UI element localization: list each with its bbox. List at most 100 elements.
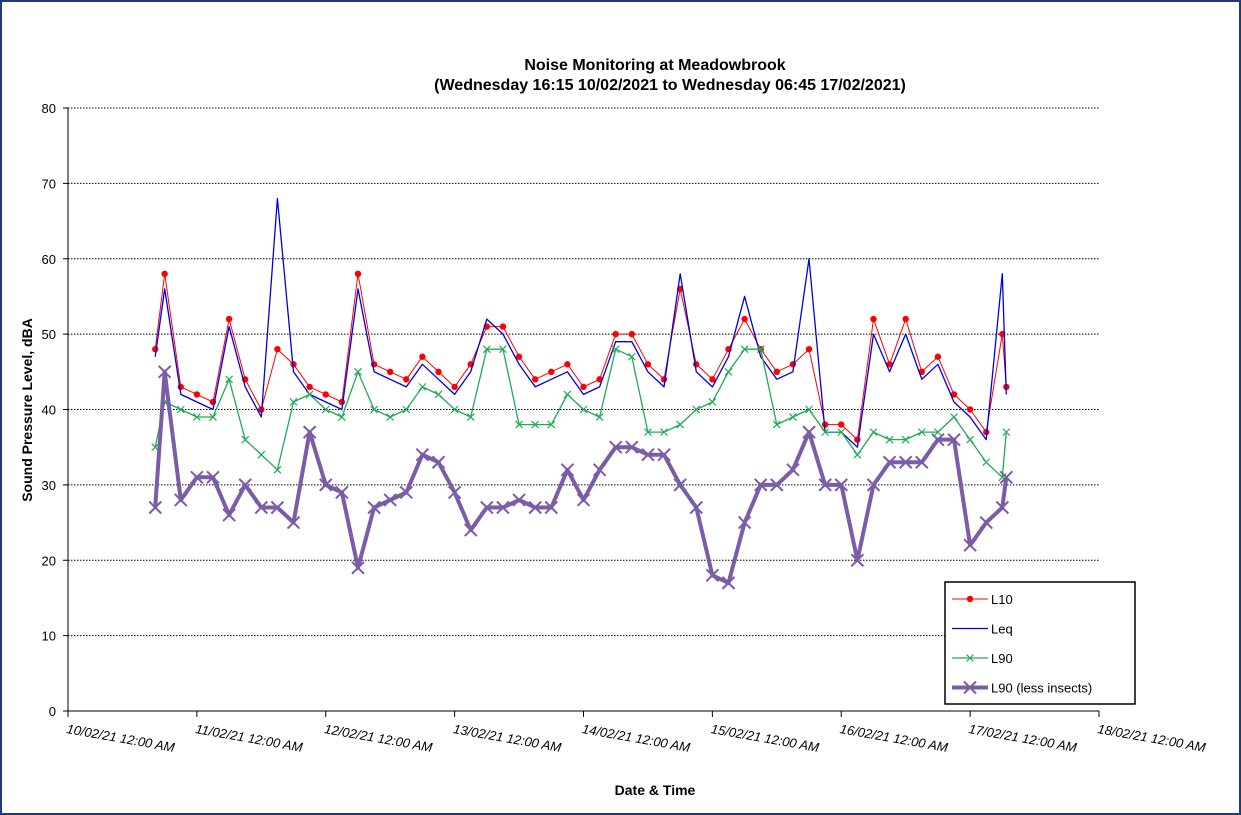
point [190, 470, 204, 485]
point [515, 420, 523, 429]
point [737, 515, 752, 530]
point [983, 428, 990, 436]
point [499, 345, 507, 354]
point [628, 330, 636, 338]
point [724, 367, 733, 376]
legend-label: L90 (less insects) [991, 681, 1092, 696]
point [950, 413, 958, 421]
point [850, 553, 865, 567]
point [157, 365, 172, 379]
y-tick-label: 10 [42, 629, 56, 644]
point [193, 391, 201, 398]
point [273, 465, 282, 474]
point [305, 390, 314, 399]
point [673, 478, 687, 492]
point [999, 470, 1014, 485]
point [383, 493, 397, 507]
point [753, 478, 768, 492]
legend-marker [963, 680, 977, 695]
point [450, 405, 459, 414]
point [192, 413, 201, 421]
point [676, 420, 685, 429]
point [580, 383, 587, 391]
point [209, 413, 217, 421]
point [982, 458, 991, 467]
point [225, 375, 234, 384]
x-axis-label: Date & Time [615, 782, 696, 798]
point [595, 413, 604, 421]
y-tick-label: 50 [42, 327, 56, 342]
point [531, 420, 540, 429]
point [882, 455, 897, 469]
point [338, 398, 346, 406]
point [544, 500, 558, 515]
point [270, 500, 285, 515]
point [434, 390, 443, 399]
point [528, 500, 542, 515]
point [915, 455, 929, 469]
y-tick-label: 30 [42, 478, 56, 493]
point [821, 421, 829, 428]
chart-subtitle: (Wednesday 16:15 10/02/2021 to Wednesday… [434, 77, 906, 94]
point [466, 413, 475, 421]
point [302, 425, 317, 439]
point [548, 368, 555, 376]
point [447, 485, 462, 500]
point [174, 493, 188, 507]
point [802, 425, 816, 439]
point [289, 398, 298, 406]
point [351, 561, 365, 575]
point [1002, 428, 1011, 437]
point [885, 435, 894, 444]
point [805, 346, 813, 353]
point [402, 405, 411, 414]
point [947, 432, 961, 447]
point [386, 368, 394, 376]
point [756, 345, 765, 354]
point [290, 361, 297, 368]
point [963, 538, 977, 552]
point [176, 405, 185, 414]
point [770, 478, 784, 492]
point [560, 463, 575, 477]
point [206, 470, 220, 485]
point [818, 478, 832, 492]
point [788, 413, 797, 421]
point [966, 406, 974, 413]
point [869, 428, 878, 437]
point [789, 361, 797, 368]
point [708, 398, 717, 406]
point [152, 346, 159, 353]
point [966, 435, 975, 444]
point [689, 500, 703, 515]
legend-label: Leq [991, 622, 1013, 637]
point [950, 391, 958, 398]
point [386, 413, 395, 421]
point [657, 448, 671, 462]
point [854, 436, 861, 443]
point [257, 450, 266, 459]
point [644, 428, 652, 437]
y-tick-label: 80 [42, 101, 56, 116]
point [901, 435, 910, 444]
point [322, 391, 329, 398]
point [482, 345, 491, 354]
point [319, 478, 333, 492]
point [435, 368, 442, 376]
legend-box [944, 581, 1136, 705]
point [321, 405, 330, 414]
point [238, 478, 252, 492]
point [480, 500, 494, 515]
legend: L10 Leq L90 L90 (less insects) [944, 581, 1136, 705]
point [354, 270, 362, 278]
point [821, 428, 830, 437]
point [563, 390, 572, 399]
point [741, 315, 748, 323]
point [370, 405, 379, 414]
point [403, 376, 410, 383]
legend-marker [966, 595, 974, 603]
point [721, 576, 736, 590]
point [870, 315, 877, 323]
point [705, 568, 720, 583]
